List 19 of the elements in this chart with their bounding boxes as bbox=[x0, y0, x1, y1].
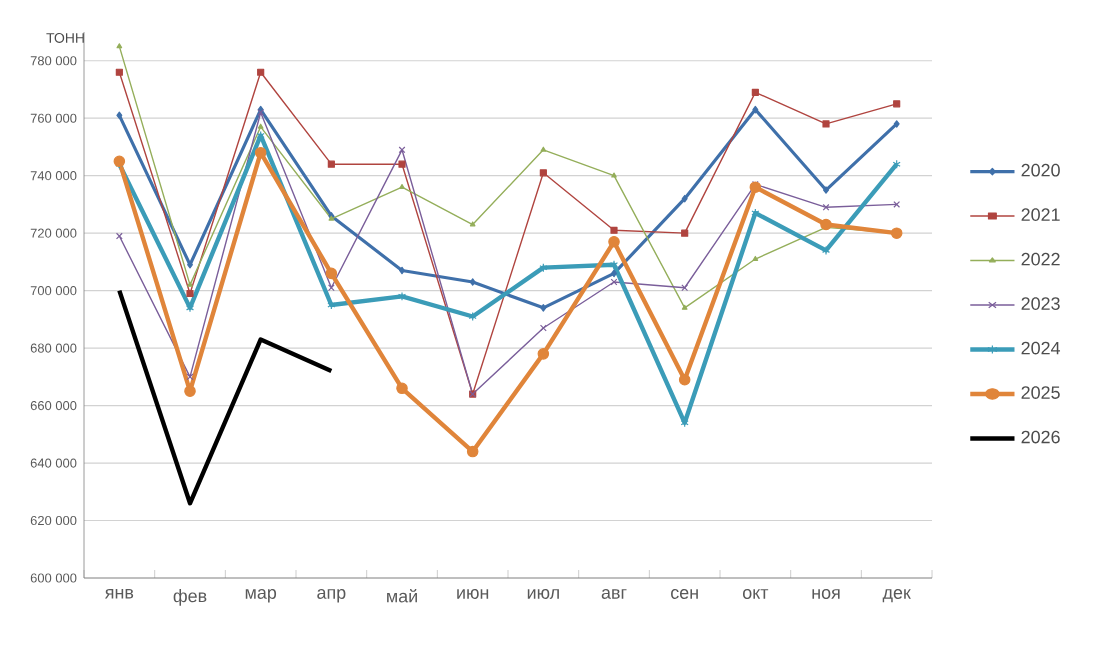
x-tick-label: июл bbox=[527, 589, 559, 599]
x-tick-label: апр bbox=[317, 589, 346, 603]
x-tick-label: авг bbox=[601, 589, 627, 599]
x-tick-label: сен bbox=[671, 589, 698, 599]
legend-label: 2022 bbox=[1021, 252, 1060, 266]
legend-label: 2023 bbox=[1021, 297, 1060, 310]
x-tick-label: июн bbox=[457, 589, 489, 599]
legend-label: 2021 bbox=[1021, 208, 1060, 221]
legend-label: 2024 bbox=[1021, 341, 1061, 355]
x-tick-label: окт bbox=[742, 589, 769, 599]
legend-label: 2020 bbox=[1021, 163, 1060, 177]
x-tick-label: май bbox=[387, 589, 417, 603]
x-tick-label: дек bbox=[882, 589, 911, 603]
x-tick-label: фев bbox=[173, 589, 207, 606]
x-tick-label: янв bbox=[104, 589, 134, 599]
x-tick-label: мар bbox=[245, 589, 277, 603]
x-tick-label: ноя bbox=[812, 589, 840, 599]
legend-label: 2025 bbox=[1021, 386, 1060, 399]
legend-label: 2026 bbox=[1021, 430, 1060, 444]
